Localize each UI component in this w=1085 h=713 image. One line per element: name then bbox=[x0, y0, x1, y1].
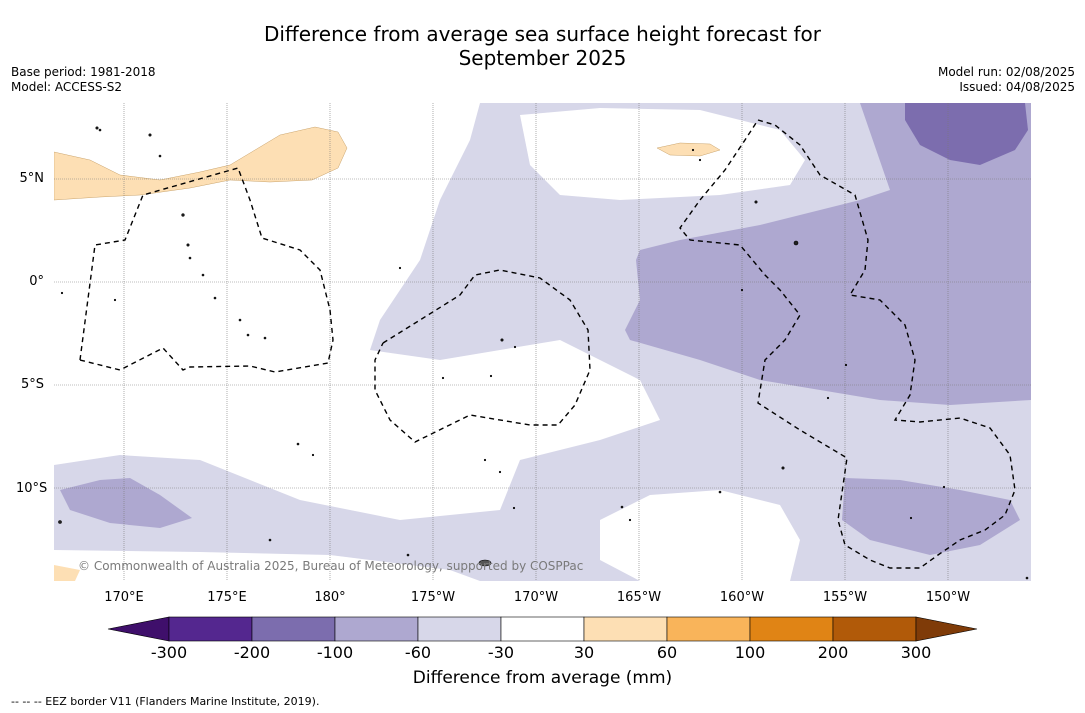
positive-region-north bbox=[656, 142, 721, 157]
colorbar-tick-label: -200 bbox=[233, 643, 271, 662]
eez-border-central bbox=[374, 269, 591, 443]
anomaly-region-southwest bbox=[60, 478, 192, 528]
lon-label-160w: 160°W bbox=[719, 590, 765, 605]
lon-label-170e: 170°E bbox=[104, 590, 144, 605]
colorbar-tick-label: -300 bbox=[150, 643, 188, 662]
eez-borders bbox=[79, 119, 1016, 569]
anomaly-region-southeast bbox=[842, 478, 1020, 555]
lon-label-155w: 155°W bbox=[822, 590, 868, 605]
lat-label-5n: 5°N bbox=[19, 171, 45, 186]
colorbar-segment-5 bbox=[500, 616, 585, 642]
map-title: Difference from average sea surface heig… bbox=[0, 22, 1085, 70]
colorbar-segment-9 bbox=[832, 616, 917, 642]
colorbar-segment-3 bbox=[334, 616, 419, 642]
colorbar-segment-6 bbox=[583, 616, 668, 642]
lon-label-175w: 175°W bbox=[410, 590, 456, 605]
run-info: Model run: 02/08/2025 Issued: 04/08/2025 bbox=[938, 65, 1075, 95]
colorbar-tick-label: -30 bbox=[487, 643, 515, 662]
gridlines bbox=[54, 103, 1031, 581]
near-average-region-north bbox=[520, 108, 805, 200]
colorbar-segment-7 bbox=[666, 616, 751, 642]
colorbar-extend-high bbox=[915, 616, 978, 642]
colorbar-tick-label: -60 bbox=[404, 643, 432, 662]
base-period: Base period: 1981-2018 bbox=[11, 65, 156, 79]
lon-label-175e: 175°E bbox=[207, 590, 247, 605]
model-info: Base period: 1981-2018 Model: ACCESS-S2 bbox=[11, 65, 156, 95]
colorbar-segment-4 bbox=[417, 616, 502, 642]
map-title-line2: September 2025 bbox=[458, 46, 627, 70]
colorbar-tick-label: 30 bbox=[573, 643, 595, 662]
lon-label-170w: 170°W bbox=[513, 590, 559, 605]
colorbar-tick-label: -100 bbox=[316, 643, 354, 662]
map-title-line1: Difference from average sea surface heig… bbox=[263, 22, 822, 46]
map-area bbox=[54, 103, 1031, 581]
lon-label-180: 180° bbox=[314, 590, 346, 605]
issued-date: Issued: 04/08/2025 bbox=[959, 80, 1075, 94]
eez-border-west bbox=[79, 167, 334, 373]
lon-label-150w: 150°W bbox=[925, 590, 971, 605]
lon-label-165w: 165°W bbox=[616, 590, 662, 605]
anomaly-region-east bbox=[625, 103, 1031, 405]
copyright-notice: © Commonwealth of Australia 2025, Bureau… bbox=[78, 559, 584, 573]
model-run-date: Model run: 02/08/2025 bbox=[937, 65, 1075, 79]
colorbar-segment-8 bbox=[749, 616, 834, 642]
colorbar-segment-1 bbox=[168, 616, 253, 642]
near-average-region-west bbox=[54, 103, 660, 520]
colorbar-extend-low bbox=[107, 616, 170, 642]
near-average-region-south bbox=[600, 490, 800, 581]
eez-border-east bbox=[679, 119, 1016, 569]
lat-label-0: 0° bbox=[29, 274, 44, 289]
colorbar-title: Difference from average (mm) bbox=[412, 668, 673, 688]
colorbar-tick-label: 300 bbox=[900, 643, 932, 662]
colorbar bbox=[107, 616, 978, 642]
colorbar-tick-label: 60 bbox=[656, 643, 678, 662]
islands bbox=[58, 126, 1029, 580]
near-average-region-southwest bbox=[54, 550, 480, 581]
colorbar-tick-label: 200 bbox=[817, 643, 849, 662]
lat-label-10s: 10°S bbox=[16, 481, 48, 496]
eez-footnote: -- -- -- EEZ border V11 (Flanders Marine… bbox=[11, 695, 320, 708]
strong-negative-region bbox=[905, 103, 1028, 165]
colorbar-tick-label: 100 bbox=[734, 643, 766, 662]
colorbar-segment-2 bbox=[251, 616, 336, 642]
model-name: Model: ACCESS-S2 bbox=[11, 80, 123, 94]
lat-label-5s: 5°S bbox=[20, 377, 44, 392]
positive-region-corner bbox=[54, 565, 80, 581]
